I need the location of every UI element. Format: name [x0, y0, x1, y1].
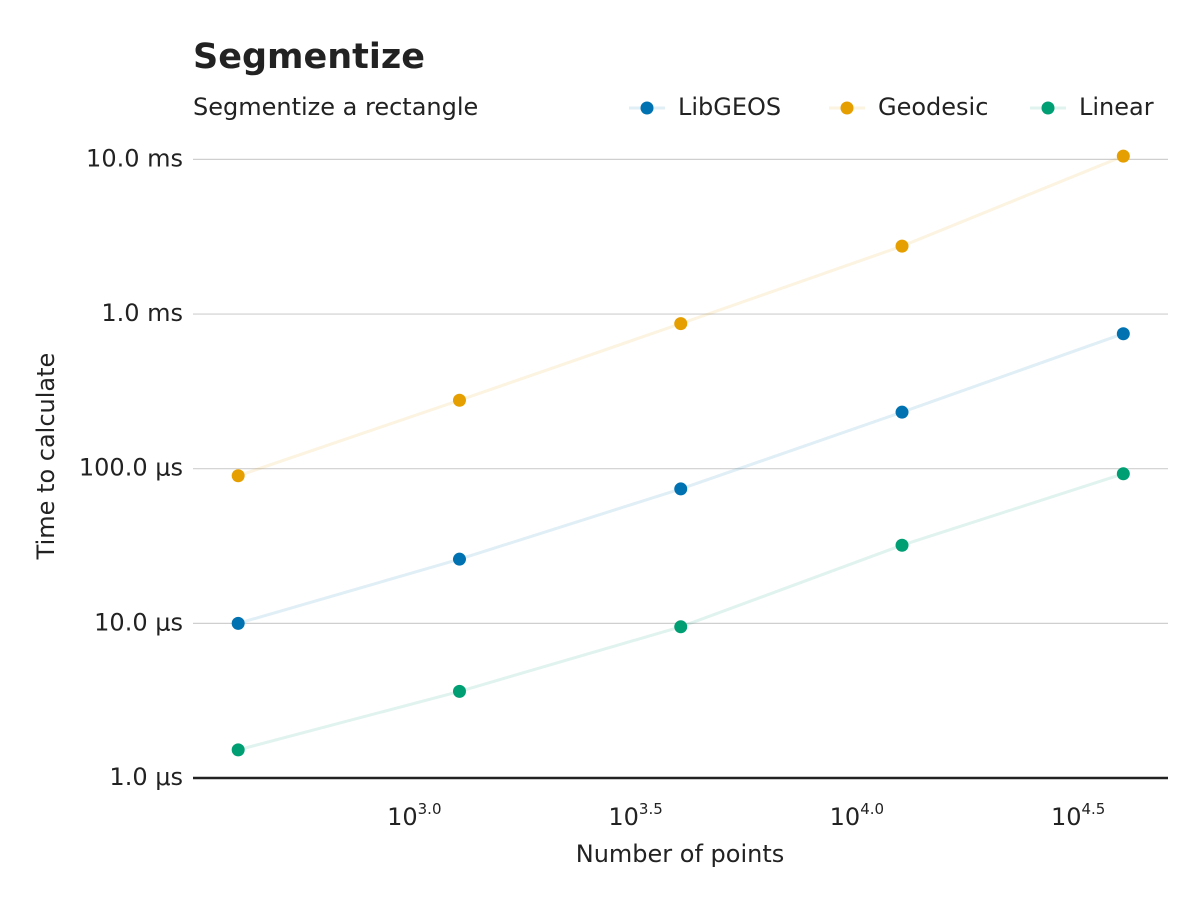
x-tick-exponent: 3.0 [418, 800, 442, 818]
data-point [895, 239, 909, 253]
data-point [231, 743, 245, 757]
legend-marker [1041, 101, 1055, 115]
x-tick-exponent: 4.0 [860, 800, 884, 818]
data-point [895, 405, 909, 419]
legend-marker [640, 101, 654, 115]
x-tick-label: 103.0 [387, 800, 441, 832]
legend-label: LibGEOS [678, 93, 781, 121]
data-point [674, 482, 688, 496]
data-point [1116, 327, 1130, 341]
data-point [1116, 149, 1130, 163]
data-point [452, 684, 466, 698]
y-tick-label: 1.0 μs [109, 763, 183, 791]
legend-label: Geodesic [878, 93, 988, 121]
data-point [231, 469, 245, 483]
y-tick-label: 10.0 μs [94, 608, 183, 636]
chart-subtitle: Segmentize a rectangle [193, 93, 478, 121]
data-point [452, 393, 466, 407]
x-tick-label: 103.5 [608, 800, 662, 832]
data-point [895, 538, 909, 552]
chart-title: Segmentize [193, 37, 425, 77]
x-tick-base: 10 [1051, 803, 1082, 831]
data-point [231, 616, 245, 630]
data-point [674, 317, 688, 331]
x-tick-base: 10 [387, 803, 418, 831]
data-point [674, 620, 688, 634]
x-tick-exponent: 4.5 [1081, 800, 1105, 818]
x-tick-label: 104.5 [1051, 800, 1105, 832]
x-tick-base: 10 [608, 803, 639, 831]
data-point [1116, 467, 1130, 481]
y-tick-label: 1.0 ms [101, 299, 183, 327]
x-tick-exponent: 3.5 [639, 800, 663, 818]
legend-label: Linear [1079, 93, 1154, 121]
legend-marker [840, 101, 854, 115]
x-tick-base: 10 [830, 803, 861, 831]
data-point [452, 552, 466, 566]
x-tick-label: 104.0 [830, 800, 884, 832]
x-axis-label: Number of points [576, 840, 785, 868]
y-tick-label: 10.0 ms [86, 144, 183, 172]
y-axis-label: Time to calculate [32, 353, 60, 561]
y-tick-label: 100.0 μs [79, 454, 183, 482]
